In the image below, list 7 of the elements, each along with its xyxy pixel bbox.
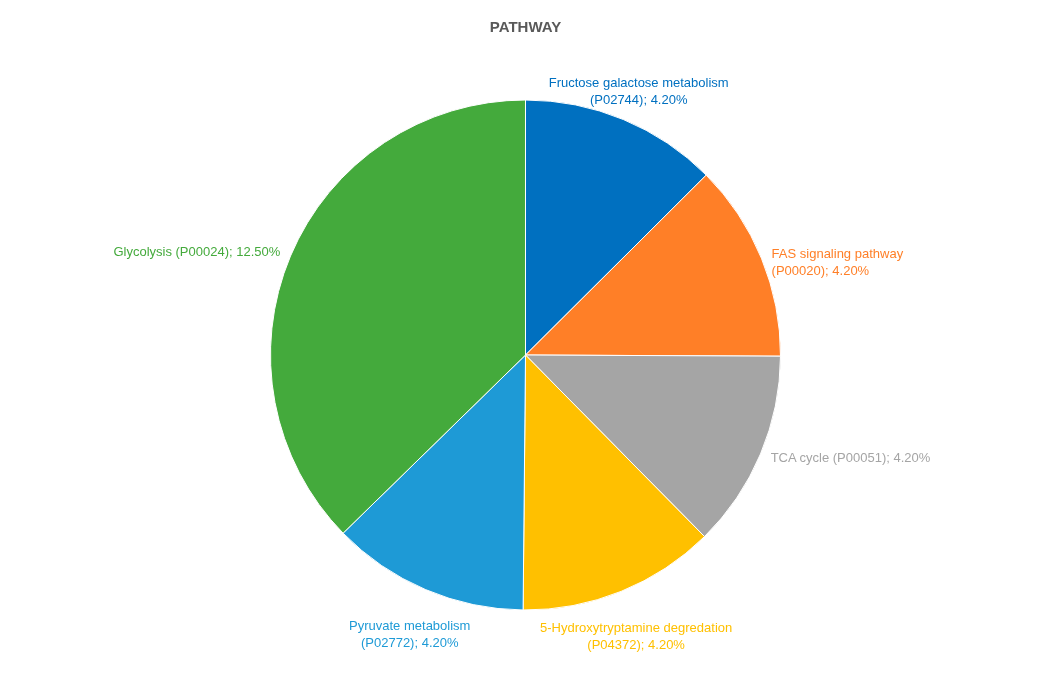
slice-label: Pyruvate metabolism (P02772); 4.20% bbox=[349, 618, 471, 651]
slice-label: Glycolysis (P00024); 12.50% bbox=[113, 243, 281, 259]
slice-label: Fructose galactose metabolism (P02744); 4.20% bbox=[548, 74, 729, 107]
chart-title: PATHWAY bbox=[489, 18, 562, 35]
slice-label: FAS signaling pathway (P00020); 4.20% bbox=[771, 246, 904, 279]
slice-label: 5-Hydroxytryptamine degredation (P04372); 4.20% bbox=[540, 620, 733, 653]
slice-label: TCA cycle (P00051); 4.20% bbox=[770, 450, 931, 466]
